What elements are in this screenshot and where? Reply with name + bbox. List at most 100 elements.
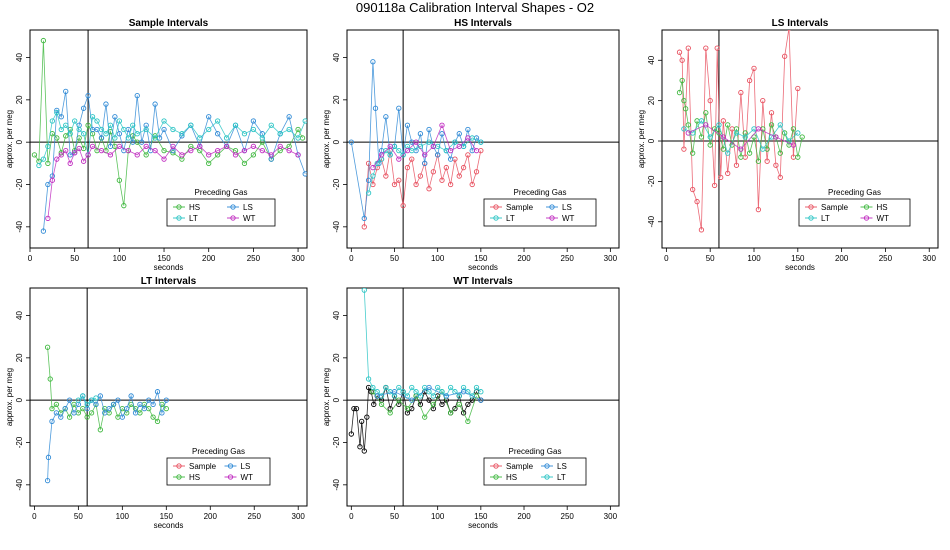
- data-point: [465, 135, 471, 141]
- data-point: [268, 152, 274, 158]
- x-tick-label: 300: [604, 512, 618, 521]
- data-point: [396, 177, 402, 183]
- data-point: [84, 401, 90, 408]
- x-tick-label: 250: [561, 254, 575, 263]
- legend-marker: [544, 463, 550, 469]
- legend-entry-sample: Sample: [490, 462, 534, 471]
- x-tick-label: 200: [835, 254, 849, 263]
- data-point: [351, 405, 357, 412]
- data-point: [751, 65, 757, 72]
- data-point: [707, 142, 713, 148]
- data-point: [387, 152, 393, 158]
- y-tick-label: 20: [15, 353, 24, 362]
- data-point: [400, 203, 406, 209]
- data-point: [404, 164, 411, 171]
- data-point: [391, 181, 398, 188]
- plot-frame: [346, 29, 620, 249]
- data-point: [80, 393, 86, 399]
- legend-marker: [549, 204, 555, 210]
- panel-title: LT Intervals: [141, 276, 197, 287]
- data-point: [154, 389, 161, 395]
- data-point: [711, 182, 718, 189]
- data-point: [465, 401, 471, 408]
- data-point: [676, 89, 683, 96]
- legend-entry-hs: HS: [860, 203, 888, 212]
- data-point: [439, 131, 445, 137]
- data-point: [694, 198, 700, 205]
- legend-entry-hs: HS: [173, 203, 200, 212]
- data-point: [45, 160, 51, 166]
- legend-title: Preceding Gas: [509, 447, 562, 456]
- data-point: [795, 130, 801, 136]
- series-lt: [36, 109, 307, 169]
- data-point: [134, 92, 140, 99]
- series-line: [47, 390, 167, 481]
- data-point: [409, 384, 415, 391]
- legend-marker: [493, 215, 499, 221]
- x-tick-label: 50: [74, 512, 83, 521]
- legend-entry-lt: LT: [173, 214, 198, 223]
- data-point: [47, 376, 53, 382]
- legend-entry-wt: WT: [227, 214, 256, 223]
- data-point: [361, 224, 367, 230]
- data-point: [473, 169, 480, 175]
- data-point: [299, 135, 306, 141]
- data-point: [67, 152, 73, 158]
- data-point: [80, 105, 87, 111]
- legend-label: LS: [241, 462, 251, 471]
- panel-title: WT Intervals: [453, 276, 513, 287]
- panel-title: LS Intervals: [772, 18, 829, 29]
- data-point: [725, 170, 731, 176]
- plot-frame: [661, 29, 939, 249]
- data-point: [720, 134, 726, 140]
- data-point: [223, 143, 230, 150]
- legend-label: LT: [506, 214, 515, 223]
- legend-title: Preceding Gas: [514, 188, 567, 197]
- data-point: [268, 122, 274, 128]
- data-point: [295, 126, 301, 133]
- series-ls: [374, 384, 484, 403]
- data-point: [773, 162, 779, 168]
- data-point: [426, 186, 432, 192]
- data-point: [63, 122, 69, 128]
- data-point: [40, 228, 47, 234]
- data-point: [359, 418, 365, 424]
- data-point: [143, 143, 149, 150]
- data-point: [163, 397, 169, 403]
- data-point: [170, 143, 176, 150]
- legend-marker: [176, 204, 182, 210]
- figure-title: 090118a Calibration Interval Shapes - O2: [355, 0, 595, 15]
- data-point: [378, 401, 385, 408]
- data-point: [72, 118, 78, 124]
- data-point: [116, 118, 123, 124]
- data-point: [733, 162, 740, 168]
- y-tick-label: -20: [647, 175, 656, 187]
- data-point: [714, 45, 720, 51]
- data-point: [286, 147, 292, 154]
- data-point: [152, 147, 158, 154]
- legend-box: [483, 198, 597, 227]
- data-point: [206, 152, 212, 158]
- data-point: [110, 401, 117, 408]
- series-line: [47, 145, 299, 219]
- data-point: [456, 143, 462, 150]
- data-point: [53, 410, 60, 416]
- data-point: [365, 160, 372, 166]
- series-line: [679, 80, 803, 162]
- x-tick-label: 150: [157, 254, 171, 263]
- x-tick-label: 100: [431, 254, 445, 263]
- x-tick-label: 50: [706, 254, 715, 263]
- legend-entry-ls: LS: [224, 462, 251, 471]
- legend-marker: [863, 215, 870, 221]
- plot-data: [662, 30, 938, 248]
- data-point: [97, 393, 103, 399]
- panel-title: Sample Intervals: [129, 18, 209, 29]
- legend-label: LS: [557, 462, 567, 471]
- data-point: [124, 405, 130, 412]
- legend: Preceding Gas Sample LS HS WT: [166, 447, 271, 486]
- data-point: [426, 397, 432, 403]
- data-point: [460, 389, 467, 395]
- x-tick-label: 250: [247, 254, 261, 263]
- y-axis-label: approx. per meg: [322, 110, 331, 168]
- panel-title: HS Intervals: [454, 18, 512, 29]
